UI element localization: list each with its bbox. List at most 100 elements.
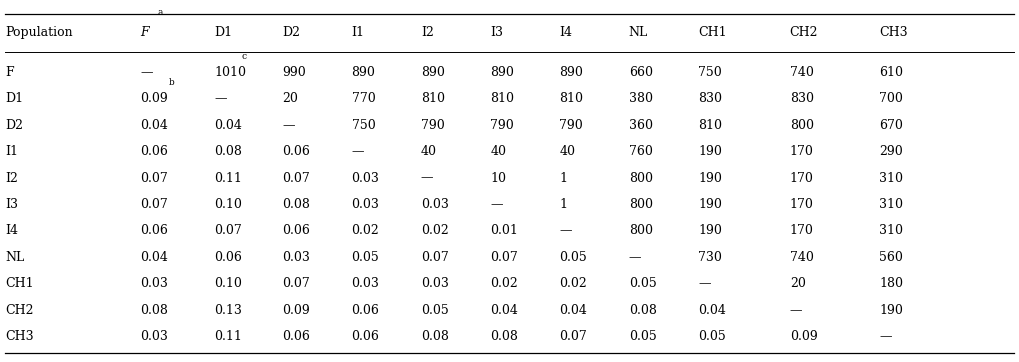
Text: 170: 170 — [790, 145, 813, 158]
Text: 740: 740 — [790, 66, 813, 79]
Text: —: — — [141, 66, 153, 79]
Text: 0.13: 0.13 — [214, 304, 242, 317]
Text: 0.06: 0.06 — [282, 145, 310, 158]
Text: 0.07: 0.07 — [490, 251, 518, 264]
Text: 0.07: 0.07 — [141, 172, 168, 185]
Text: 40: 40 — [421, 145, 437, 158]
Text: 0.06: 0.06 — [352, 330, 379, 343]
Text: 0.02: 0.02 — [352, 224, 379, 237]
Text: 0.07: 0.07 — [421, 251, 448, 264]
Text: 760: 760 — [629, 145, 652, 158]
Text: 0.07: 0.07 — [282, 172, 310, 185]
Text: 190: 190 — [698, 224, 721, 237]
Text: 0.07: 0.07 — [141, 198, 168, 211]
Text: —: — — [421, 172, 433, 185]
Text: 0.04: 0.04 — [490, 304, 518, 317]
Text: 750: 750 — [352, 119, 375, 132]
Text: b: b — [168, 78, 174, 87]
Text: 0.06: 0.06 — [214, 251, 242, 264]
Text: 0.05: 0.05 — [352, 251, 379, 264]
Text: c: c — [242, 52, 247, 60]
Text: 0.07: 0.07 — [282, 277, 310, 290]
Text: 290: 290 — [879, 145, 903, 158]
Text: 0.07: 0.07 — [559, 330, 587, 343]
Text: 0.08: 0.08 — [421, 330, 448, 343]
Text: 0.06: 0.06 — [141, 224, 168, 237]
Text: —: — — [559, 224, 572, 237]
Text: 20: 20 — [282, 92, 299, 105]
Text: 0.04: 0.04 — [141, 119, 168, 132]
Text: 0.03: 0.03 — [352, 172, 379, 185]
Text: D2: D2 — [282, 26, 301, 39]
Text: CH1: CH1 — [5, 277, 34, 290]
Text: 0.06: 0.06 — [141, 145, 168, 158]
Text: 0.04: 0.04 — [698, 304, 726, 317]
Text: I1: I1 — [352, 26, 365, 39]
Text: 0.03: 0.03 — [141, 277, 168, 290]
Text: D2: D2 — [5, 119, 23, 132]
Text: 0.03: 0.03 — [282, 251, 310, 264]
Text: 1010: 1010 — [214, 66, 246, 79]
Text: a: a — [158, 8, 163, 17]
Text: F: F — [5, 66, 13, 79]
Text: I3: I3 — [5, 198, 18, 211]
Text: 310: 310 — [879, 172, 904, 185]
Text: 360: 360 — [629, 119, 653, 132]
Text: 0.09: 0.09 — [790, 330, 817, 343]
Text: 730: 730 — [698, 251, 721, 264]
Text: CH1: CH1 — [698, 26, 727, 39]
Text: I1: I1 — [5, 145, 18, 158]
Text: 190: 190 — [879, 304, 903, 317]
Text: F: F — [141, 26, 149, 39]
Text: CH3: CH3 — [5, 330, 34, 343]
Text: —: — — [790, 304, 802, 317]
Text: 20: 20 — [790, 277, 806, 290]
Text: 0.05: 0.05 — [421, 304, 448, 317]
Text: 0.01: 0.01 — [490, 224, 518, 237]
Text: 790: 790 — [421, 119, 444, 132]
Text: 700: 700 — [879, 92, 903, 105]
Text: —: — — [282, 119, 294, 132]
Text: 0.03: 0.03 — [352, 198, 379, 211]
Text: 0.03: 0.03 — [421, 277, 448, 290]
Text: CH2: CH2 — [5, 304, 34, 317]
Text: 800: 800 — [629, 224, 653, 237]
Text: —: — — [490, 198, 502, 211]
Text: 770: 770 — [352, 92, 375, 105]
Text: —: — — [352, 145, 364, 158]
Text: 180: 180 — [879, 277, 904, 290]
Text: 810: 810 — [698, 119, 722, 132]
Text: 0.05: 0.05 — [629, 330, 656, 343]
Text: 790: 790 — [559, 119, 583, 132]
Text: 830: 830 — [698, 92, 722, 105]
Text: 890: 890 — [352, 66, 375, 79]
Text: 380: 380 — [629, 92, 653, 105]
Text: CH2: CH2 — [790, 26, 818, 39]
Text: NL: NL — [5, 251, 24, 264]
Text: 190: 190 — [698, 198, 721, 211]
Text: I2: I2 — [421, 26, 434, 39]
Text: 0.11: 0.11 — [214, 172, 242, 185]
Text: 0.04: 0.04 — [141, 251, 168, 264]
Text: 0.02: 0.02 — [490, 277, 518, 290]
Text: —: — — [629, 251, 641, 264]
Text: 0.02: 0.02 — [421, 224, 448, 237]
Text: 890: 890 — [421, 66, 444, 79]
Text: 610: 610 — [879, 66, 904, 79]
Text: 0.06: 0.06 — [352, 304, 379, 317]
Text: I2: I2 — [5, 172, 18, 185]
Text: 0.08: 0.08 — [490, 330, 518, 343]
Text: 0.09: 0.09 — [282, 304, 310, 317]
Text: I4: I4 — [559, 26, 573, 39]
Text: I3: I3 — [490, 26, 503, 39]
Text: 990: 990 — [282, 66, 306, 79]
Text: 810: 810 — [490, 92, 515, 105]
Text: D1: D1 — [5, 92, 23, 105]
Text: 890: 890 — [490, 66, 514, 79]
Text: 0.05: 0.05 — [629, 277, 656, 290]
Text: 1: 1 — [559, 198, 568, 211]
Text: 0.03: 0.03 — [421, 198, 448, 211]
Text: 0.06: 0.06 — [282, 224, 310, 237]
Text: CH3: CH3 — [879, 26, 908, 39]
Text: 10: 10 — [490, 172, 506, 185]
